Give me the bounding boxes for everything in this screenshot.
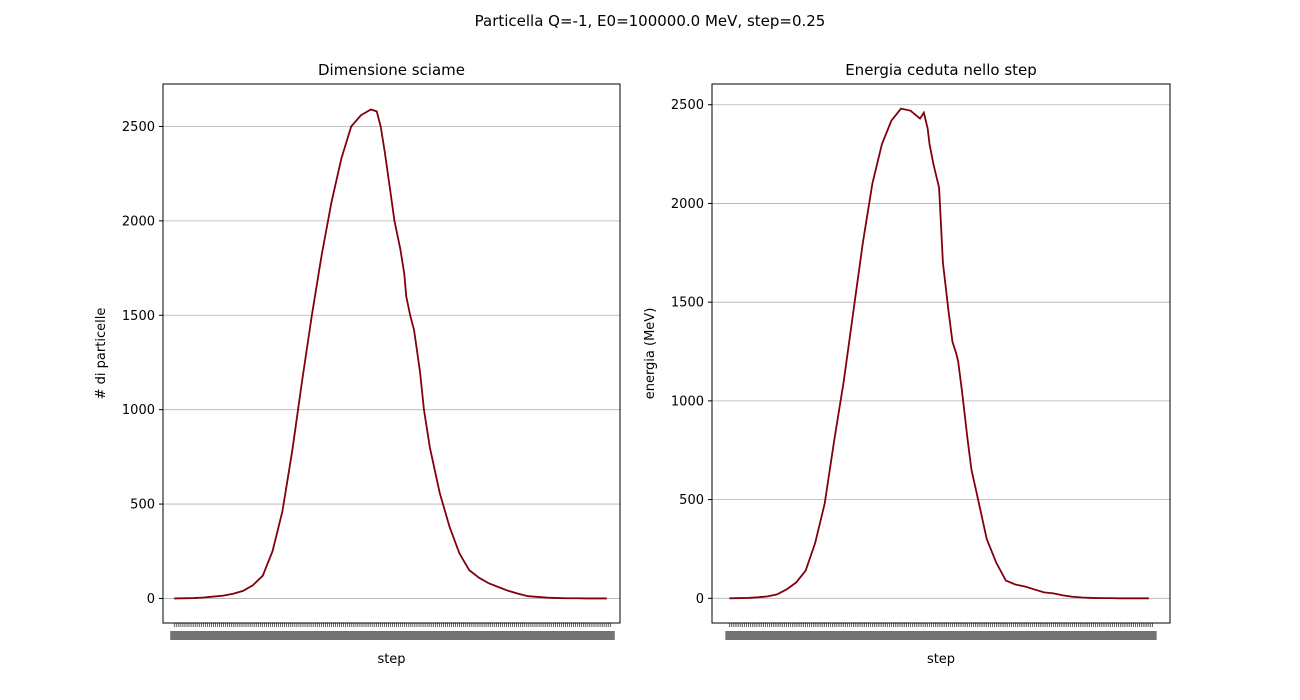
y-axis-label: # di particelle xyxy=(94,308,109,400)
y-gridlines xyxy=(712,104,1170,599)
axes-frame xyxy=(162,83,621,624)
y-tick-label: 1500 xyxy=(671,296,704,311)
subplot-energia-ceduta: 0 500 1000 1500 2000 2500 Energia ceduta nell… xyxy=(643,61,1171,667)
series-line xyxy=(729,107,1149,600)
y-ticks: 0 500 1000 1500 2000 2500 xyxy=(671,98,712,607)
y-tick-label: 1000 xyxy=(671,394,704,409)
y-tick-label: 1500 xyxy=(122,309,155,324)
y-tick-label: 1000 xyxy=(122,403,155,418)
x-tick-labels-crowded xyxy=(725,631,1157,640)
x-axis-label: step xyxy=(927,652,955,667)
y-tick-label: 2000 xyxy=(122,214,155,229)
y-axis-label: energia (MeV) xyxy=(643,308,658,400)
subplot-title: Energia ceduta nello step xyxy=(845,61,1037,79)
x-tick-marks xyxy=(725,623,1157,640)
figure-suptitle: Particella Q=-1, E0=100000.0 MeV, step=0… xyxy=(475,12,826,30)
subplot-title: Dimensione sciame xyxy=(318,61,465,79)
y-gridlines xyxy=(163,126,620,599)
x-tick-labels-crowded xyxy=(170,631,615,640)
x-axis-label: step xyxy=(377,652,405,667)
y-tick-label: 0 xyxy=(696,592,704,607)
x-tick-marks xyxy=(170,623,615,640)
y-tick-label: 2000 xyxy=(671,197,704,212)
y-ticks: 0 500 1000 1500 2000 2500 xyxy=(122,120,163,607)
y-tick-label: 2500 xyxy=(122,120,155,135)
y-tick-label: 500 xyxy=(679,493,704,508)
axes-frame xyxy=(711,83,1171,624)
subplot-dimensione-sciame: 0 500 1000 1500 2000 2500 Dimensione sciame s… xyxy=(94,61,621,667)
y-tick-label: 0 xyxy=(147,592,155,607)
y-tick-label: 2500 xyxy=(671,98,704,113)
series-line xyxy=(174,108,607,600)
y-tick-label: 500 xyxy=(130,498,155,513)
